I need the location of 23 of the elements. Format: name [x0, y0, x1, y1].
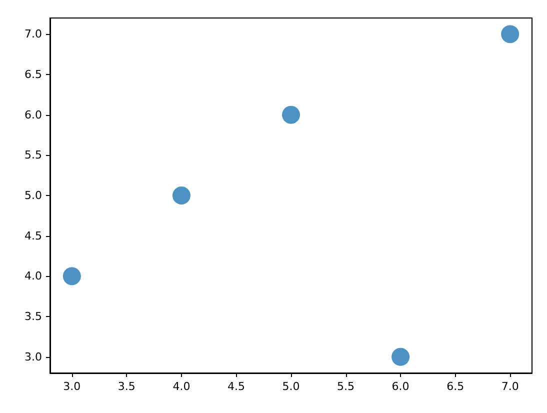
point — [172, 186, 190, 204]
x-tick-label: 6.0 — [392, 380, 410, 393]
x-tick-label: 6.5 — [446, 380, 464, 393]
x-tick-label: 7.0 — [501, 380, 519, 393]
y-tick-label: 3.0 — [24, 350, 42, 364]
y-tick-label: 5.0 — [24, 189, 42, 202]
y-tick-label: 7.0 — [24, 28, 42, 41]
y-tick-label: 6.0 — [24, 108, 42, 122]
y-tick-label: 4.5 — [24, 229, 42, 242]
y-tick-label: 5.5 — [24, 148, 42, 162]
y-tick-label: 4.0 — [24, 270, 42, 283]
point — [501, 25, 520, 44]
y-tick-label: 3.5 — [24, 310, 42, 324]
point — [62, 267, 81, 286]
x-tick-label: 5.5 — [337, 380, 355, 393]
x-tick-label: 3.0 — [63, 380, 81, 393]
point — [392, 348, 410, 366]
x-tick-label: 4.5 — [227, 380, 245, 393]
x-tick-label: 3.5 — [118, 380, 136, 393]
x-tick-label: 5.0 — [282, 380, 300, 393]
point — [282, 106, 300, 124]
y-tick-label: 6.5 — [24, 68, 42, 81]
x-tick-label: 4.0 — [172, 380, 190, 393]
